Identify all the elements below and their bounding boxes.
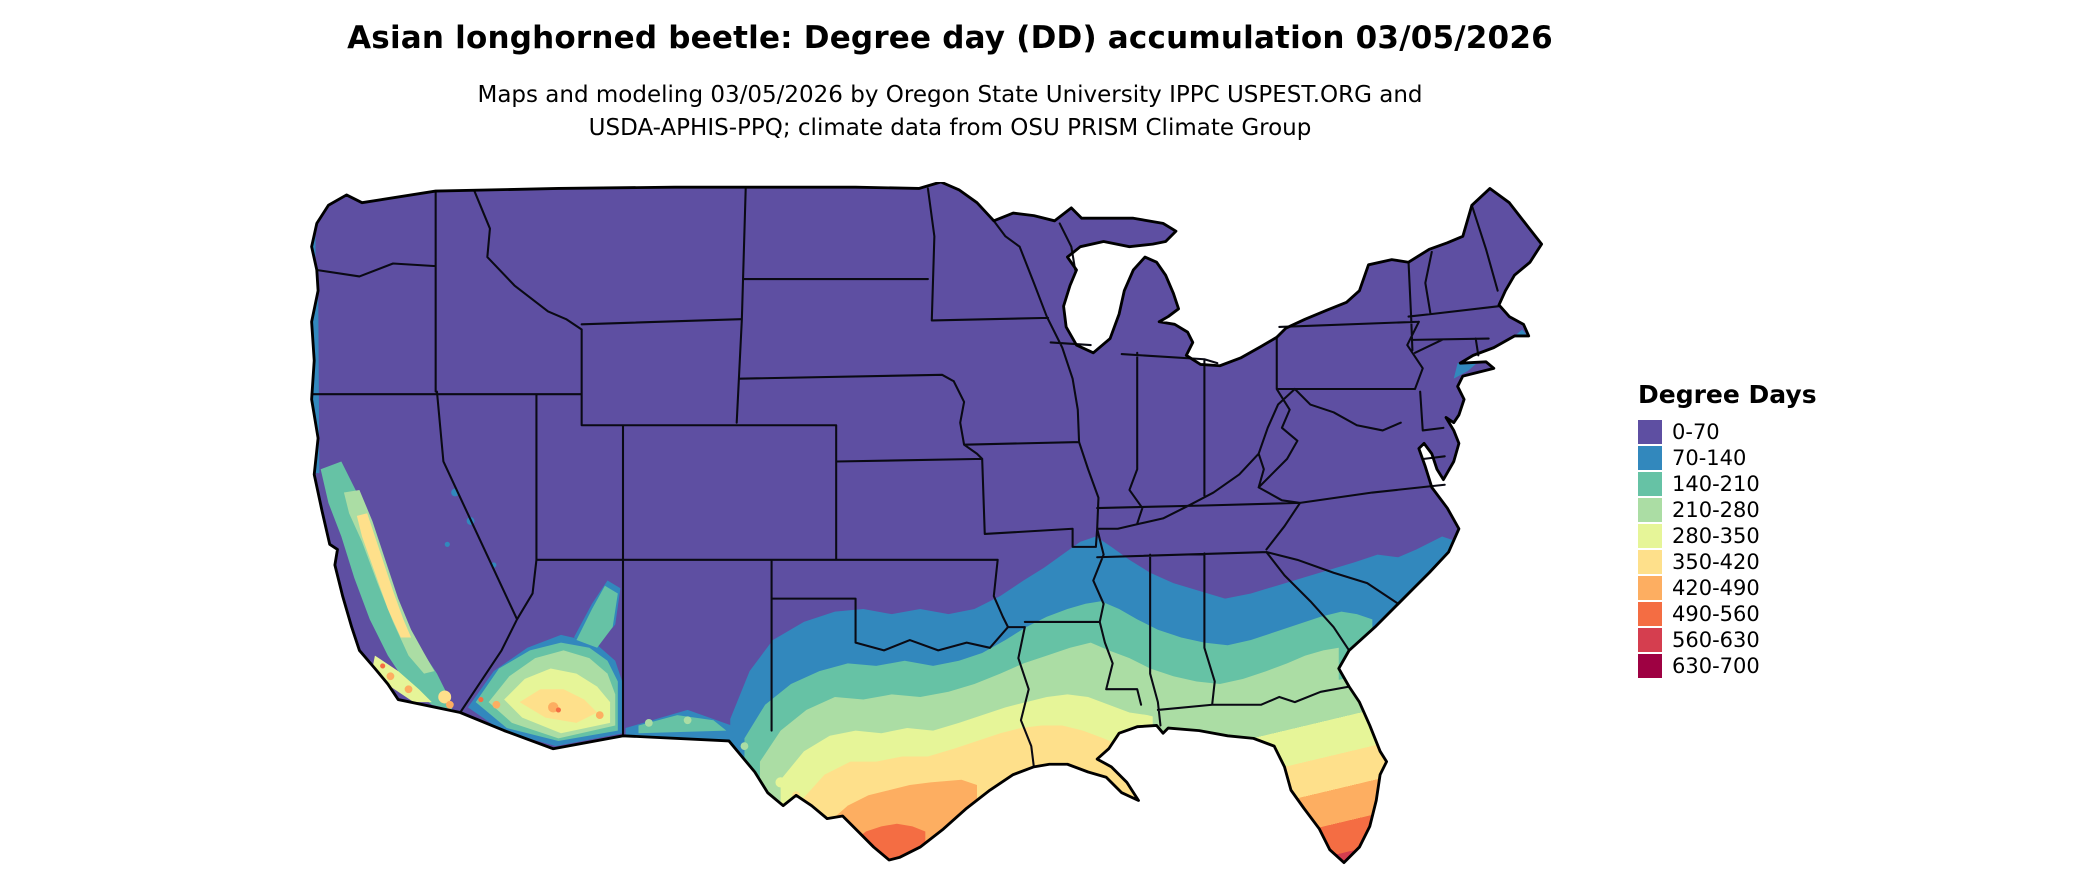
- legend-label: 210-280: [1672, 498, 1760, 522]
- legend-label: 630-700: [1672, 654, 1760, 678]
- legend-swatch-280-350: [1638, 524, 1662, 548]
- legend-label: 560-630: [1672, 628, 1760, 652]
- us-degree-day-map: [300, 182, 1592, 882]
- legend-swatch-0-70: [1638, 420, 1662, 444]
- legend-swatch-70-140: [1638, 446, 1662, 470]
- legend-label: 490-560: [1672, 602, 1760, 626]
- legend-item: 0-70: [1638, 419, 1817, 445]
- subtitle-line-1: Maps and modeling 03/05/2026 by Oregon S…: [477, 82, 1423, 108]
- legend-label: 0-70: [1672, 420, 1720, 444]
- legend-label: 140-210: [1672, 472, 1760, 496]
- legend-item: 210-280: [1638, 497, 1817, 523]
- legend-item: 70-140: [1638, 445, 1817, 471]
- map-svg: [310, 182, 1544, 865]
- legend-label: 280-350: [1672, 524, 1760, 548]
- degree-days-legend: Degree Days 0-70 70-140 140-210 210-280 …: [1638, 380, 1817, 679]
- subtitle-line-2: USDA-APHIS-PPQ; climate data from OSU PR…: [588, 115, 1312, 141]
- legend-item: 350-420: [1638, 549, 1817, 575]
- legend-item: 420-490: [1638, 575, 1817, 601]
- legend-swatch-630-700: [1638, 654, 1662, 678]
- legend-swatch-210-280: [1638, 498, 1662, 522]
- legend-item: 490-560: [1638, 601, 1817, 627]
- legend-swatch-560-630: [1638, 628, 1662, 652]
- legend-swatch-420-490: [1638, 576, 1662, 600]
- state-borders: [310, 186, 1501, 768]
- page-title: Asian longhorned beetle: Degree day (DD)…: [347, 20, 1553, 56]
- legend-label: 350-420: [1672, 550, 1760, 574]
- legend-swatch-140-210: [1638, 472, 1662, 496]
- legend-item: 280-350: [1638, 523, 1817, 549]
- legend-item: 140-210: [1638, 471, 1817, 497]
- legend-title: Degree Days: [1638, 380, 1817, 409]
- legend-item: 560-630: [1638, 627, 1817, 653]
- legend-label: 420-490: [1672, 576, 1760, 600]
- legend-swatch-350-420: [1638, 550, 1662, 574]
- legend-swatch-490-560: [1638, 602, 1662, 626]
- legend-label: 70-140: [1672, 446, 1747, 470]
- legend-item: 630-700: [1638, 653, 1817, 679]
